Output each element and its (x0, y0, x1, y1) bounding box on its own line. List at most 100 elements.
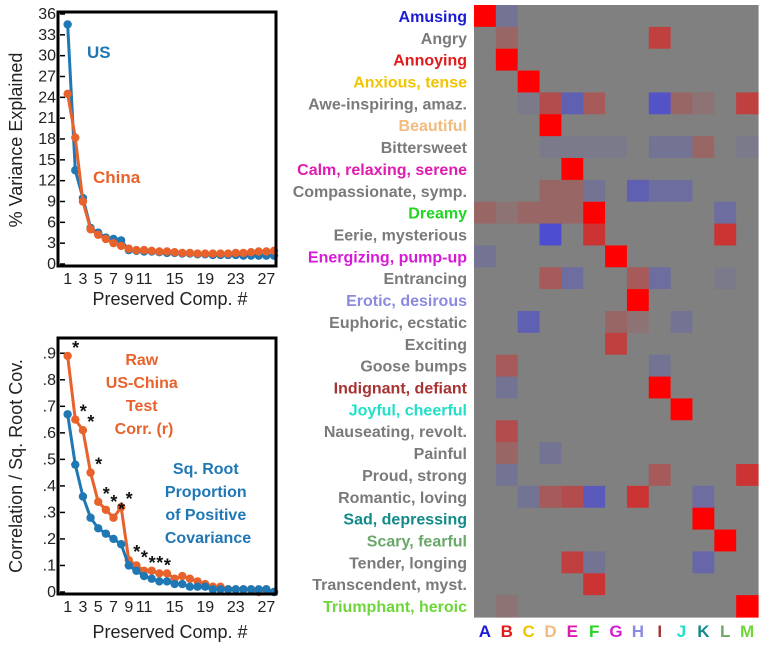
heatmap-cell (605, 245, 628, 268)
data-point (94, 497, 103, 507)
heatmap-cell (626, 5, 650, 28)
data-point (124, 561, 133, 570)
heatmap-cell (474, 573, 497, 596)
data-point (208, 249, 218, 258)
heatmap-cell (692, 136, 715, 159)
heatmap-cell (714, 267, 737, 290)
heatmap-cell (539, 420, 562, 443)
heatmap-cell (736, 551, 759, 574)
heatmap-cell (495, 26, 519, 50)
column-label: K (697, 622, 710, 641)
heatmap-cell (670, 136, 694, 159)
heatmap-cell (714, 485, 737, 509)
heatmap-cell (648, 464, 672, 487)
heatmap-cell (474, 311, 497, 334)
heatmap-cell (648, 70, 672, 94)
y-tick-label: 36 (38, 6, 56, 23)
heatmap-cell (714, 442, 737, 465)
heatmap-cell (561, 201, 584, 225)
heatmap-cell (648, 26, 672, 50)
heatmap-cell (626, 311, 650, 334)
heatmap-cell (495, 201, 519, 225)
data-point (201, 582, 210, 591)
heatmap-cell (583, 573, 606, 596)
heatmap-cell (517, 464, 541, 487)
heatmap-cell (561, 507, 584, 531)
heatmap-cell (605, 332, 628, 356)
heatmap-cell (670, 595, 694, 618)
data-point (178, 571, 187, 581)
heatmap-cell (474, 442, 497, 465)
x-tick-label: 19 (196, 599, 214, 616)
heatmap-cell (474, 223, 497, 247)
heatmap-cell (583, 5, 606, 28)
variance-x-label: Preserved Comp. # (92, 289, 247, 309)
heatmap-cell (626, 70, 650, 94)
heatmap-cell (495, 5, 519, 28)
heatmap-cell (605, 5, 628, 28)
heatmap-cell (714, 179, 737, 203)
heatmap-cell (583, 311, 606, 334)
heatmap-cell (626, 595, 650, 618)
row-label: Eerie, mysterious (334, 228, 468, 245)
heatmap-cell (495, 398, 519, 421)
data-point (246, 247, 256, 257)
heatmap-cell (474, 485, 497, 509)
heatmap-cell (583, 179, 606, 203)
heatmap-cell (736, 48, 759, 72)
row-label: Bittersweet (381, 140, 468, 157)
heatmap-cell (736, 245, 759, 268)
heatmap-cell (561, 48, 584, 72)
heatmap-cell (648, 485, 672, 509)
heatmap-cell (648, 136, 672, 159)
data-point (185, 248, 195, 258)
heatmap-cell (714, 136, 737, 159)
heatmap-cell (474, 179, 497, 203)
heatmap-cell (605, 48, 628, 72)
heatmap-cell (495, 332, 519, 356)
heatmap-cell (692, 332, 715, 356)
data-point (185, 582, 195, 591)
heatmap-cell (583, 529, 606, 553)
data-point (178, 579, 187, 589)
heatmap-cell (561, 92, 584, 115)
column-label: H (632, 622, 644, 641)
heatmap-cell (670, 442, 694, 465)
heatmap-cell (495, 179, 519, 203)
heatmap-cell (626, 267, 650, 290)
row-label: Nauseating, revolt. (324, 424, 467, 441)
heatmap-cell (517, 179, 541, 203)
heatmap-cell (495, 573, 519, 596)
heatmap-cell (583, 201, 606, 225)
significance-star: * (156, 553, 163, 573)
heatmap-cell (714, 5, 737, 28)
heatmap-cell (583, 136, 606, 159)
heatmap-cell (626, 507, 650, 531)
heatmap-cell (626, 114, 650, 137)
row-label: Amusing (399, 9, 467, 26)
heatmap-cell (539, 267, 562, 290)
data-point (170, 579, 179, 589)
heatmap-cell (736, 485, 759, 509)
heatmap-cell (517, 529, 541, 553)
row-label: Calm, relaxing, serene (297, 162, 467, 179)
heatmap-cell (648, 201, 672, 225)
heatmap-cell (474, 245, 497, 268)
data-point (193, 249, 202, 258)
heatmap-cell (561, 5, 584, 28)
heatmap-cell (605, 595, 628, 618)
row-label: Joyful, cheerful (349, 402, 467, 419)
heatmap-cell (714, 573, 737, 596)
heatmap-cell (539, 5, 562, 28)
heatmap-cell (605, 398, 628, 421)
data-point (109, 513, 118, 522)
data-point (101, 505, 111, 514)
heatmap-cell (605, 136, 628, 159)
data-point (147, 246, 156, 256)
heatmap-cell (605, 376, 628, 400)
heatmap-cell (474, 70, 497, 94)
heatmap-cell (670, 485, 694, 509)
heatmap-cell (626, 223, 650, 247)
data-point (193, 582, 202, 591)
